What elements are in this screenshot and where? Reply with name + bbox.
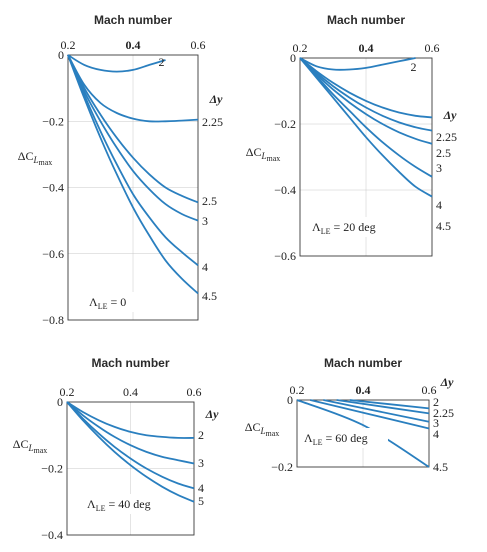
x-axis-title: Mach number — [91, 356, 169, 370]
x-tick-label: 0.6 — [425, 41, 440, 55]
series-label: 4.5 — [202, 289, 217, 303]
series-label: 2 — [198, 428, 204, 442]
sweep-annotation: ΛLE = 0 — [89, 295, 126, 311]
plot-frame — [66, 401, 195, 536]
series-label: 2 — [159, 55, 165, 69]
y-tick-label: −0.2 — [41, 462, 63, 476]
x-tick-label: 0.2 — [293, 41, 308, 55]
series-line-3 — [66, 401, 195, 465]
series-label: 4.5 — [433, 460, 448, 474]
series-line-4 — [309, 399, 430, 430]
y-axis-label: ΔCLmax — [13, 437, 48, 455]
series-line-2 — [349, 399, 430, 410]
series-line-2.25 — [336, 399, 430, 415]
sweep-annotation: ΛLE = 40 deg — [87, 497, 151, 513]
y-tick-label: −0.6 — [274, 249, 296, 263]
series-header: Δy — [209, 92, 224, 106]
x-tick-label: 0.4 — [126, 38, 141, 52]
y-tick-label: −0.6 — [42, 247, 64, 261]
series-label: 4 — [433, 427, 439, 441]
y-tick-label: 0 — [290, 51, 296, 65]
series-header: Δy — [440, 375, 455, 389]
x-axis-title: Mach number — [327, 13, 405, 27]
series-label: 4 — [436, 198, 442, 212]
sweep-annotation: ΛLE = 20 deg — [312, 220, 376, 236]
x-axis-title: Mach number — [94, 13, 172, 27]
annotation-bg — [308, 217, 390, 237]
panel-2: Mach number 0.2 0.4 0.6 0 −0.2 −0.4 −0.6 ΔCLmax Δ… — [246, 13, 457, 263]
annotation-bg — [85, 292, 155, 312]
plot-frame — [296, 399, 430, 468]
series-line-3 — [323, 399, 430, 423]
y-tick-label: −0.4 — [41, 528, 63, 542]
y-tick-label: −0.8 — [42, 313, 64, 327]
annotation-bg — [300, 428, 388, 448]
series-label: 2.5 — [436, 146, 451, 160]
plot-frame — [299, 57, 433, 257]
series-line-3 — [67, 54, 199, 222]
series-line-4.5 — [299, 57, 433, 198]
x-tick-label: 0.4 — [359, 41, 374, 55]
series-label: 5 — [198, 494, 204, 508]
series-label: 3 — [202, 214, 208, 228]
x-tick-label: 0.4 — [356, 383, 371, 397]
series-line-2.5 — [299, 57, 433, 132]
series-line-4 — [66, 401, 195, 490]
series-label: 4.5 — [436, 219, 451, 233]
series-label: 4 — [202, 260, 208, 274]
y-tick-label: 0 — [287, 393, 293, 407]
y-tick-label: 0 — [58, 48, 64, 62]
series-line-2 — [66, 401, 195, 439]
y-tick-label: −0.2 — [274, 117, 296, 131]
sweep-annotation: ΛLE = 60 deg — [304, 431, 368, 447]
y-tick-label: 0 — [57, 395, 63, 409]
series-label: 2 — [433, 395, 439, 409]
x-tick-label: 0.6 — [191, 38, 206, 52]
series-line-4.5 — [67, 54, 199, 295]
x-axis-title: Mach number — [324, 356, 402, 370]
series-label: 2 — [411, 60, 417, 74]
series-line-4.5 — [296, 399, 430, 468]
series-line-4 — [67, 54, 199, 266]
y-axis-label: ΔCLmax — [18, 149, 53, 167]
x-tick-label: 0.2 — [290, 383, 305, 397]
annotation-bg — [83, 494, 173, 514]
series-header: Δy — [443, 108, 458, 122]
series-line-2.5 — [67, 54, 199, 204]
y-axis-label: ΔCLmax — [246, 145, 281, 163]
panel-3: Mach number 0.2 0.4 0.6 0 −0.2 −0.4 ΔCLmax Δy2 3 4… — [13, 356, 219, 542]
x-tick-label: 0.6 — [422, 383, 437, 397]
x-tick-label: 0.2 — [61, 38, 76, 52]
series-label: 2.25 — [436, 130, 457, 144]
series-line-2 — [299, 57, 416, 71]
series-label: 4 — [198, 481, 204, 495]
series-line-3 — [299, 57, 433, 145]
series-label: 2.5 — [202, 194, 217, 208]
series-label: 3 — [436, 161, 442, 175]
series-label: 3 — [433, 416, 439, 430]
series-header: Δy — [205, 407, 220, 421]
series-line-2.25 — [299, 57, 433, 119]
series-line-4 — [299, 57, 433, 178]
y-tick-label: −0.2 — [42, 114, 64, 128]
y-tick-label: −0.4 — [42, 181, 64, 195]
y-tick-label: −0.2 — [271, 460, 293, 474]
series-label: 2.25 — [433, 406, 454, 420]
y-tick-label: −0.4 — [274, 183, 296, 197]
y-axis-label: ΔCLmax — [245, 420, 280, 438]
series-label: 2.25 — [202, 115, 223, 129]
x-tick-label: 0.4 — [123, 385, 138, 399]
plot-frame — [67, 54, 199, 321]
panel-1: Mach number 0.2 0.4 0.6 0 −0.2 −0.4 −0.6 −0.8 ΔCL… — [18, 13, 223, 327]
series-label: 3 — [198, 456, 204, 470]
series-line-5 — [66, 401, 195, 503]
series-line-2.25 — [67, 54, 199, 123]
series-line-2 — [67, 54, 166, 73]
x-tick-label: 0.6 — [187, 385, 202, 399]
x-tick-label: 0.2 — [60, 385, 75, 399]
